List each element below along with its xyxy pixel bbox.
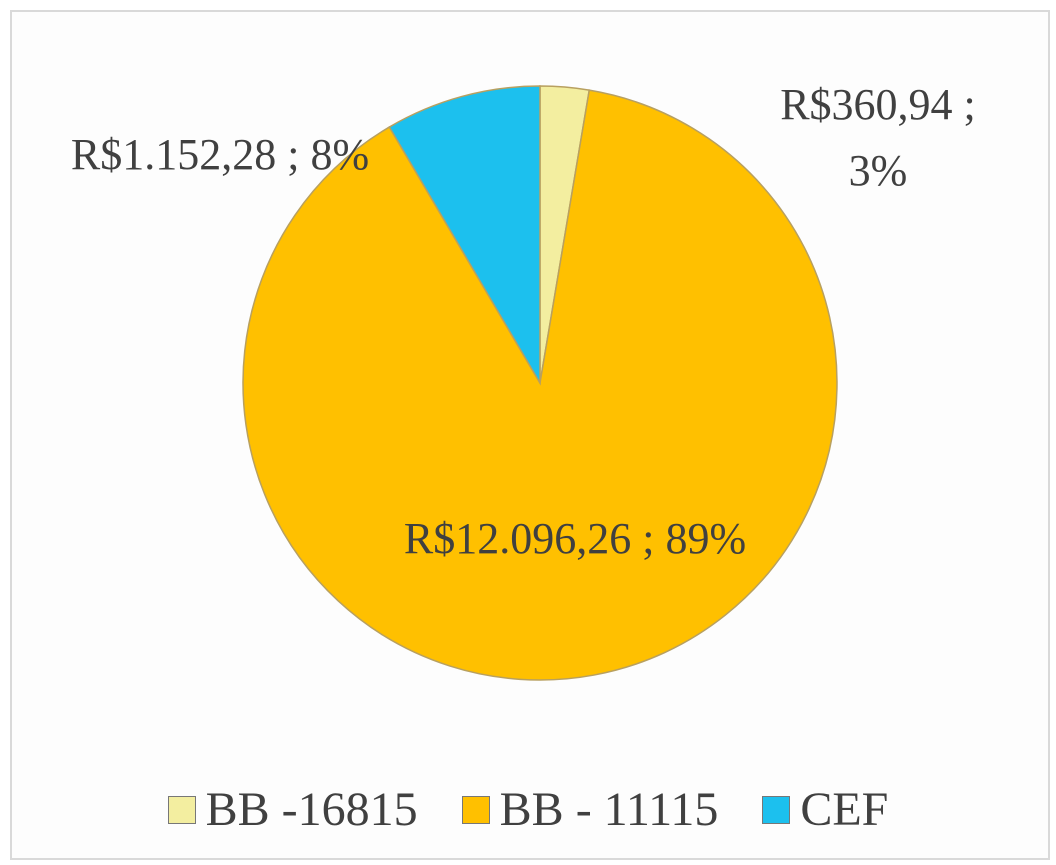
legend-label: BB - 11115 bbox=[499, 783, 719, 836]
legend-item: BB - 11115 bbox=[461, 782, 719, 837]
data-label: R$12.096,26 ; 89% bbox=[403, 514, 747, 563]
data-label: R$1.152,28 ; 8% bbox=[70, 130, 370, 179]
pie-slice bbox=[242, 89, 838, 681]
pie-slice bbox=[388, 85, 541, 386]
legend: BB -16815 BB - 11115 CEF bbox=[0, 782, 1056, 837]
legend-label: BB -16815 bbox=[205, 783, 418, 836]
legend-item: BB -16815 bbox=[167, 782, 418, 837]
data-label: R$360,94 ; 3% bbox=[780, 80, 976, 195]
legend-item: CEF bbox=[762, 782, 888, 837]
legend-swatch bbox=[167, 795, 196, 824]
legend-label: CEF bbox=[800, 783, 889, 836]
legend-swatch bbox=[762, 795, 791, 824]
legend-swatch bbox=[461, 795, 490, 824]
